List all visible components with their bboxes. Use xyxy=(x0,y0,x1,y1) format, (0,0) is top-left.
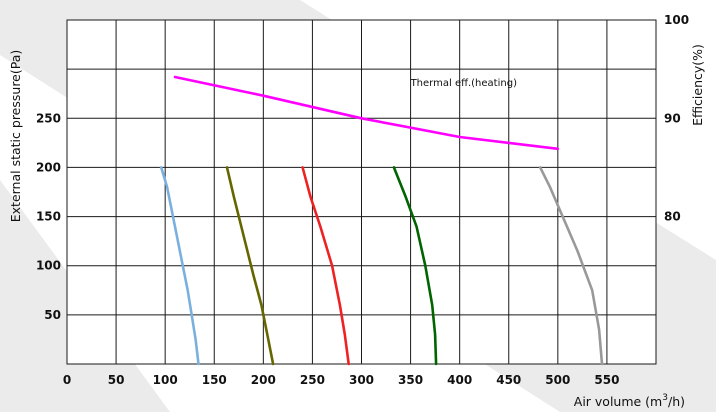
y-axis-ticks: 50 100 150 200 250 xyxy=(36,111,61,322)
y2-tick-label: 80 xyxy=(664,210,681,224)
y2-tick-label: 90 xyxy=(664,111,681,125)
series-line-2 xyxy=(225,166,275,366)
x-tick-label: 250 xyxy=(300,373,325,387)
series-line-6 xyxy=(173,75,560,151)
series-line-4 xyxy=(392,166,438,366)
x-tick-label: 450 xyxy=(496,373,521,387)
grid xyxy=(66,19,657,365)
x-tick-label: 300 xyxy=(349,373,374,387)
y-axis-title: External static pressure(Pa) xyxy=(8,50,23,223)
x-axis-ticks: 0 50 100 150 200 250 300 350 400 450 500 550 xyxy=(63,373,620,387)
x-tick-label: 400 xyxy=(447,373,472,387)
x-tick-label: 100 xyxy=(153,373,178,387)
x-tick-label: 0 xyxy=(63,373,71,387)
series-line-3 xyxy=(301,166,351,366)
y2-axis-title: Efficiency(%) xyxy=(690,44,705,126)
y-tick-label: 250 xyxy=(36,111,61,125)
y-tick-label: 50 xyxy=(44,308,61,322)
x-tick-label: 200 xyxy=(251,373,276,387)
x-tick-label: 550 xyxy=(594,373,619,387)
y-tick-label: 200 xyxy=(36,160,61,174)
x-tick-label: 150 xyxy=(202,373,227,387)
x-tick-label: 50 xyxy=(108,373,125,387)
x-axis-title: Air volume (m3/h) xyxy=(574,393,685,409)
series-line-1 xyxy=(159,166,200,366)
y-tick-label: 150 xyxy=(36,210,61,224)
x-tick-label: 350 xyxy=(398,373,423,387)
y2-axis-ticks: 80 90 100 xyxy=(664,13,689,224)
y2-tick-label: 100 xyxy=(664,13,689,27)
annotations: Thermal eff.(heating) xyxy=(410,78,517,89)
series-group xyxy=(159,75,604,366)
x-tick-label: 500 xyxy=(545,373,570,387)
series-annotation-label: Thermal eff.(heating) xyxy=(410,78,517,89)
series-line-5 xyxy=(538,166,604,366)
y-tick-label: 100 xyxy=(36,259,61,273)
